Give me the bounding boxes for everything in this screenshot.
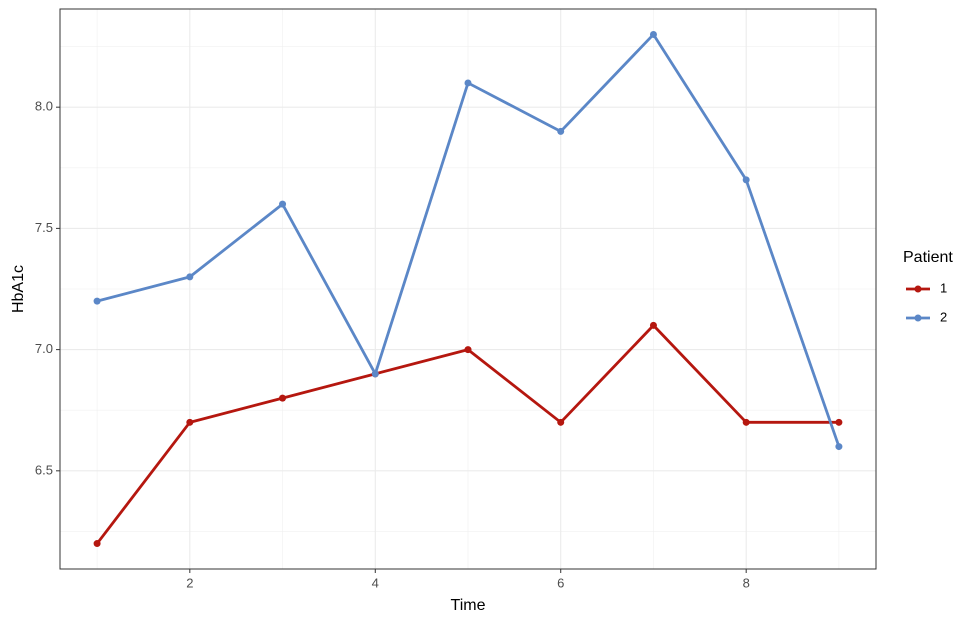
point xyxy=(742,176,750,184)
point xyxy=(186,418,194,426)
point xyxy=(93,297,101,305)
point xyxy=(742,418,750,426)
point xyxy=(835,443,843,451)
point xyxy=(186,273,194,281)
point xyxy=(464,79,472,87)
x-axis-title: Time xyxy=(451,597,486,614)
x-tick-label: 6 xyxy=(557,575,564,590)
panel-border xyxy=(59,8,877,570)
x-tick-label: 4 xyxy=(372,575,379,590)
point xyxy=(371,370,379,378)
legend-key-point xyxy=(914,314,922,322)
point xyxy=(279,200,287,208)
legend-key-point xyxy=(914,285,922,293)
point xyxy=(557,127,565,135)
x-tick-label: 8 xyxy=(743,575,750,590)
point xyxy=(464,346,472,354)
y-tick-label: 7.0 xyxy=(35,341,53,356)
x-tick-label: 2 xyxy=(186,575,193,590)
point xyxy=(557,418,565,426)
point xyxy=(649,30,657,38)
point xyxy=(835,418,843,426)
legend-label: 1 xyxy=(940,280,947,295)
point xyxy=(93,540,101,548)
point xyxy=(649,321,657,329)
y-axis-title: HbA1c xyxy=(10,265,27,313)
legend-label: 2 xyxy=(940,309,947,324)
y-tick-label: 6.5 xyxy=(35,462,53,477)
point xyxy=(279,394,287,402)
legend-title: Patient xyxy=(903,249,953,266)
y-tick-label: 8.0 xyxy=(35,99,53,114)
y-tick-label: 7.5 xyxy=(35,220,53,235)
